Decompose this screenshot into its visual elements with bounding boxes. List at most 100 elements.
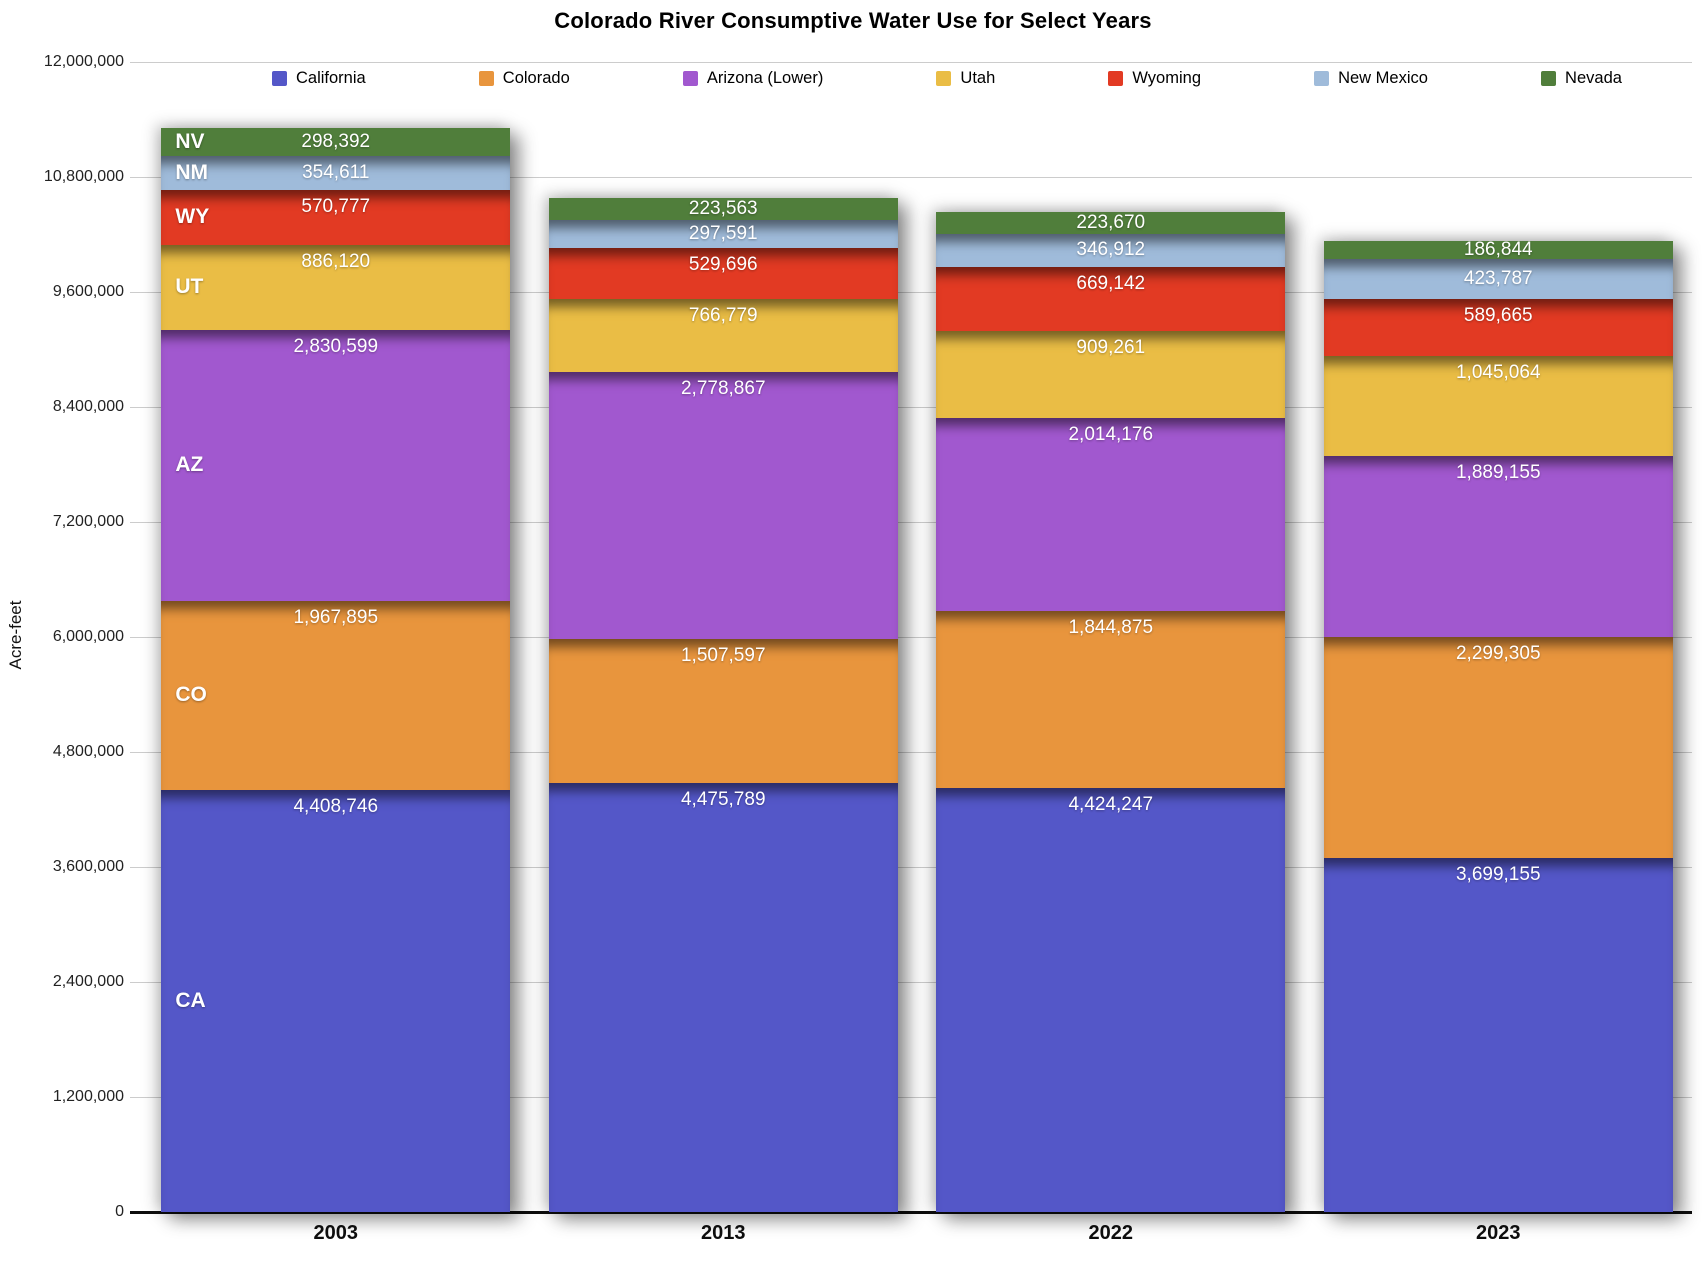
value-label-2022-wy: 669,142 bbox=[1076, 272, 1146, 294]
xtick-label-2023: 2023 bbox=[1476, 1222, 1521, 1244]
ytick-label: 7,200,000 bbox=[52, 513, 124, 530]
ytick-label: 9,600,000 bbox=[52, 283, 124, 300]
segment-2023-az: 1,889,155 bbox=[1323, 456, 1673, 638]
legend-label: California bbox=[296, 69, 366, 87]
gridline bbox=[130, 62, 1692, 63]
legend-item-ca: California bbox=[272, 69, 366, 88]
legend-item-az: Arizona (Lower) bbox=[682, 69, 823, 88]
state-abbr-label-ca: CA bbox=[175, 988, 206, 1012]
plot-area: 298,392 NV 354,611 NM 570,777 WY 886,120 UT 2,83… bbox=[130, 62, 1693, 1214]
gridline bbox=[130, 292, 1692, 293]
value-label-2022-co: 1,844,875 bbox=[1068, 617, 1154, 639]
value-label-2023-ut: 1,045,064 bbox=[1455, 361, 1541, 383]
value-label-2003-wy: 570,777 bbox=[301, 196, 371, 218]
ytick-label: 8,400,000 bbox=[52, 398, 124, 415]
value-label-2003-nv: 298,392 bbox=[301, 130, 371, 152]
state-abbr-label-az: AZ bbox=[175, 453, 204, 477]
xtick-label-2003: 2003 bbox=[313, 1222, 359, 1244]
bar-column-2003: 298,392 NV 354,611 NM 570,777 WY 886,120 UT 2,83… bbox=[142, 62, 530, 1212]
segment-2022-nv: 223,670 bbox=[936, 212, 1286, 234]
segment-2022-co: 1,844,875 bbox=[936, 611, 1286, 789]
segment-2013-nv: 223,563 bbox=[548, 197, 898, 220]
legend-swatch-az bbox=[682, 71, 698, 86]
stacked-bar-2013: 223,563 297,591 529,696 766,779 2,778,867 1,5… bbox=[548, 197, 898, 1212]
xtick-label-2013: 2013 bbox=[701, 1222, 746, 1244]
state-abbr-label-nm: NM bbox=[175, 161, 209, 185]
value-label-2013-wy: 529,696 bbox=[688, 254, 758, 276]
value-label-2023-nv: 186,844 bbox=[1463, 238, 1533, 260]
legend-swatch-wy bbox=[1108, 71, 1124, 86]
segment-2022-az: 2,014,176 bbox=[936, 418, 1286, 612]
stacked-bar-2003: 298,392 NV 354,611 NM 570,777 WY 886,120 UT 2,83… bbox=[161, 127, 511, 1212]
value-label-2003-nm: 354,611 bbox=[302, 162, 370, 184]
value-label-2013-ut: 766,779 bbox=[688, 304, 758, 326]
legend-swatch-co bbox=[478, 71, 494, 86]
stacked-bar-2023: 186,844 423,787 589,665 1,045,064 1,889,155 2… bbox=[1323, 238, 1673, 1212]
value-label-2013-co: 1,507,597 bbox=[680, 644, 766, 666]
legend-label: New Mexico bbox=[1338, 69, 1428, 87]
segment-2013-az: 2,778,867 bbox=[548, 372, 898, 639]
ytick-label: 0 bbox=[115, 1203, 124, 1220]
segment-2013-ca: 4,475,789 bbox=[548, 783, 898, 1212]
gridline bbox=[130, 867, 1692, 868]
state-abbr-label-nv: NV bbox=[175, 129, 205, 153]
bar-column-2023: 186,844 423,787 589,665 1,045,064 1,889,155 2… bbox=[1305, 62, 1693, 1212]
ytick-label: 3,600,000 bbox=[52, 858, 124, 875]
segment-2013-ut: 766,779 bbox=[548, 298, 898, 373]
gridline bbox=[130, 982, 1692, 983]
value-label-2013-ca: 4,475,789 bbox=[680, 789, 766, 811]
gridline bbox=[130, 1097, 1692, 1098]
segment-2003-nv: 298,392 NV bbox=[161, 127, 511, 157]
segment-2022-wy: 669,142 bbox=[936, 266, 1286, 332]
state-abbr-label-ut: UT bbox=[175, 275, 204, 299]
value-label-2023-nm: 423,787 bbox=[1463, 268, 1533, 290]
value-label-2013-nm: 297,591 bbox=[688, 222, 758, 244]
segment-2022-ut: 909,261 bbox=[936, 331, 1286, 419]
gridline bbox=[130, 637, 1692, 638]
segment-2003-nm: 354,611 NM bbox=[161, 156, 511, 191]
value-label-2023-co: 2,299,305 bbox=[1455, 643, 1541, 665]
value-label-2022-az: 2,014,176 bbox=[1068, 424, 1154, 446]
value-label-2022-nm: 346,912 bbox=[1076, 239, 1146, 261]
value-label-2022-nv: 223,670 bbox=[1076, 212, 1146, 233]
stacked-bar-2022: 223,670 346,912 669,142 909,261 2,014,176 1,8… bbox=[936, 212, 1286, 1212]
bar-column-2013: 223,563 297,591 529,696 766,779 2,778,867 1,5… bbox=[530, 62, 918, 1212]
segment-2003-co: 1,967,895 CO bbox=[161, 600, 511, 790]
legend-swatch-nm bbox=[1314, 71, 1330, 86]
legend-label: Utah bbox=[960, 69, 996, 87]
legend-item-nv: Nevada bbox=[1541, 69, 1622, 88]
value-label-2023-ca: 3,699,155 bbox=[1455, 863, 1541, 885]
segment-2003-ca: 4,408,746 CA bbox=[161, 789, 511, 1212]
legend-swatch-ca bbox=[272, 71, 287, 86]
x-axis-line bbox=[130, 1211, 1692, 1214]
ytick-label: 2,400,000 bbox=[52, 973, 124, 990]
segment-2023-nm: 423,787 bbox=[1323, 258, 1673, 300]
segment-2013-co: 1,507,597 bbox=[548, 638, 898, 784]
value-label-2023-wy: 589,665 bbox=[1463, 305, 1533, 327]
gridline bbox=[130, 522, 1692, 523]
legend-swatch-nv bbox=[1541, 71, 1557, 86]
value-label-2023-az: 1,889,155 bbox=[1455, 462, 1541, 484]
value-label-2013-nv: 223,563 bbox=[688, 197, 758, 219]
ytick-label: 12,000,000 bbox=[43, 53, 124, 70]
segment-2023-wy: 589,665 bbox=[1323, 299, 1673, 356]
xtick-label-2022: 2022 bbox=[1088, 1222, 1134, 1244]
value-label-2013-az: 2,778,867 bbox=[680, 378, 766, 400]
segment-2023-ca: 3,699,155 bbox=[1323, 857, 1673, 1212]
ytick-label: 10,800,000 bbox=[43, 168, 124, 185]
legend: California Colorado Arizona (Lower) Utah Wyo… bbox=[272, 69, 1622, 88]
gridline bbox=[130, 407, 1692, 408]
ytick-label: 4,800,000 bbox=[52, 743, 124, 760]
gridline bbox=[130, 177, 1692, 178]
segment-2022-ca: 4,424,247 bbox=[936, 788, 1286, 1212]
value-label-2003-co: 1,967,895 bbox=[293, 606, 379, 628]
segment-2013-wy: 529,696 bbox=[548, 248, 898, 299]
segment-2023-ut: 1,045,064 bbox=[1323, 355, 1673, 457]
chart-title: Colorado River Consumptive Water Use for… bbox=[554, 8, 1152, 33]
legend-item-ut: Utah bbox=[936, 69, 995, 88]
segment-2003-wy: 570,777 WY bbox=[161, 190, 511, 245]
segment-2022-nm: 346,912 bbox=[936, 233, 1286, 267]
gridline bbox=[130, 752, 1692, 753]
value-label-2022-ut: 909,261 bbox=[1076, 337, 1146, 359]
